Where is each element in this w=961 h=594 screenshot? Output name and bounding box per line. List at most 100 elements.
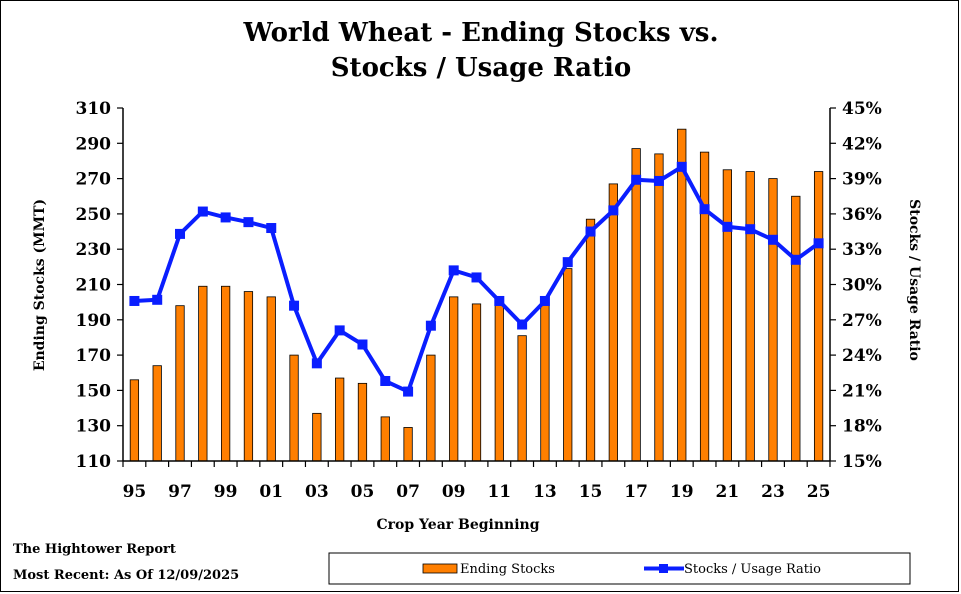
y-tick-label: 150 (76, 381, 112, 401)
y2-tick-label: 42% (842, 134, 882, 154)
y2-tick-label: 15% (842, 452, 882, 472)
ending-stocks-bar (335, 377, 345, 462)
ending-stocks-bar (585, 218, 596, 462)
ratio-line-layer (129, 161, 824, 397)
y-tick-label: 230 (76, 240, 112, 260)
ending-stocks-bar (129, 379, 140, 462)
ending-stocks-bar (494, 299, 504, 462)
stocks-usage-ratio-point (266, 223, 277, 234)
y2-tick-label: 39% (842, 170, 882, 190)
stocks-usage-ratio-point (289, 300, 300, 311)
ending-stocks-bar (175, 305, 185, 462)
ending-stocks-bar (791, 195, 801, 462)
ending-stocks-bar (517, 335, 527, 462)
x-tick-label: 25 (807, 482, 831, 502)
y-axis-right-title: Stocks / Usage Ratio (906, 199, 922, 361)
x-tick-label: 97 (168, 482, 192, 502)
ending-stocks-bar (699, 151, 710, 462)
legend: Ending Stocks Stocks / Usage Ratio (328, 552, 911, 585)
ending-stocks-bar (357, 382, 368, 462)
y-tick-label: 210 (76, 276, 112, 296)
stocks-usage-ratio-point (334, 325, 345, 336)
y-axis-left-ticks: 110 130 150 170 190 210 230 250 270 290 310 (76, 99, 123, 472)
ending-stocks-bar (426, 354, 436, 462)
ending-stocks-bar (722, 169, 732, 462)
x-tick-label: 09 (442, 482, 466, 502)
y2-tick-label: 30% (842, 276, 882, 296)
stocks-usage-ratio-point (129, 295, 140, 306)
y-tick-label: 110 (76, 452, 112, 472)
stocks-usage-ratio-point (631, 174, 642, 185)
x-tick-label: 17 (624, 482, 648, 502)
source-label: The Hightower Report (13, 542, 176, 557)
x-tick-label: 23 (761, 482, 785, 502)
chart-title-line1: World Wheat - Ending Stocks vs. (243, 18, 719, 48)
ending-stocks-bar (449, 296, 459, 462)
stocks-usage-ratio-point (699, 204, 710, 215)
stocks-usage-ratio-point (539, 295, 550, 306)
legend-line-marker (659, 564, 668, 573)
stocks-usage-ratio-point (220, 212, 231, 223)
x-tick-label: 15 (579, 482, 603, 502)
stocks-usage-ratio-point (517, 319, 528, 330)
stocks-usage-ratio-point (471, 272, 482, 283)
stocks-usage-ratio-point (767, 234, 778, 245)
ending-stocks-bar (631, 148, 641, 462)
stocks-usage-ratio-point (197, 206, 208, 217)
y2-tick-label: 21% (842, 381, 882, 401)
x-tick-label: 99 (214, 482, 238, 502)
x-tick-label: 05 (351, 482, 375, 502)
y2-tick-label: 45% (842, 99, 882, 119)
ending-stocks-bar (312, 412, 322, 462)
legend-label-ending-stocks: Ending Stocks (460, 562, 555, 577)
stocks-usage-ratio-point (494, 295, 505, 306)
ending-stocks-bar (198, 285, 208, 462)
stocks-usage-ratio-point (722, 221, 733, 232)
ending-stocks-bar (243, 291, 254, 462)
y2-tick-label: 27% (842, 311, 882, 331)
y2-tick-label: 33% (842, 240, 882, 260)
y-tick-label: 130 (76, 417, 112, 437)
x-tick-label: 01 (259, 482, 283, 502)
ending-stocks-bar (677, 128, 687, 462)
stocks-usage-ratio-point (175, 228, 186, 239)
x-tick-label: 95 (123, 482, 147, 502)
x-tick-label: 13 (533, 482, 557, 502)
ending-stocks-bar (813, 171, 824, 462)
y-tick-label: 290 (76, 134, 112, 154)
stocks-usage-ratio-point (152, 294, 163, 305)
ending-stocks-bar (380, 416, 390, 462)
ending-stocks-bar (768, 178, 778, 462)
y-tick-label: 190 (76, 311, 112, 331)
legend-box (328, 552, 911, 585)
x-tick-label: 19 (670, 482, 694, 502)
y2-tick-label: 24% (842, 346, 882, 366)
stocks-usage-ratio-point (562, 257, 573, 268)
ending-stocks-bar (266, 296, 276, 462)
y-tick-label: 270 (76, 170, 112, 190)
ending-stocks-bar (403, 427, 413, 462)
stocks-usage-ratio-point (653, 175, 664, 186)
ending-stocks-bar (745, 171, 755, 462)
stocks-usage-ratio-point (380, 375, 391, 386)
stocks-usage-ratio-point (243, 217, 254, 228)
ending-stocks-bar (471, 303, 482, 462)
ending-stocks-bar (540, 301, 550, 462)
legend-label-ratio: Stocks / Usage Ratio (684, 562, 821, 577)
y2-tick-label: 18% (842, 417, 882, 437)
x-axis-ticks: 95 97 99 01 03 05 07 09 11 13 15 17 19 21 23 25 (122, 461, 831, 502)
stocks-usage-ratio-point (608, 205, 619, 216)
x-tick-label: 11 (487, 482, 511, 502)
x-axis-title: Crop Year Beginning (376, 517, 539, 533)
ending-stocks-bar (289, 354, 299, 462)
stocks-usage-ratio-point (676, 161, 687, 172)
stocks-usage-ratio-point (448, 265, 459, 276)
x-tick-label: 07 (396, 482, 420, 502)
y-tick-label: 250 (76, 205, 112, 225)
stocks-usage-ratio-point (585, 226, 596, 237)
as-of-label: Most Recent: As Of 12/09/2025 (13, 568, 239, 583)
stocks-usage-ratio-point (745, 224, 756, 235)
y-tick-label: 170 (76, 346, 112, 366)
ending-stocks-bar (152, 365, 162, 462)
